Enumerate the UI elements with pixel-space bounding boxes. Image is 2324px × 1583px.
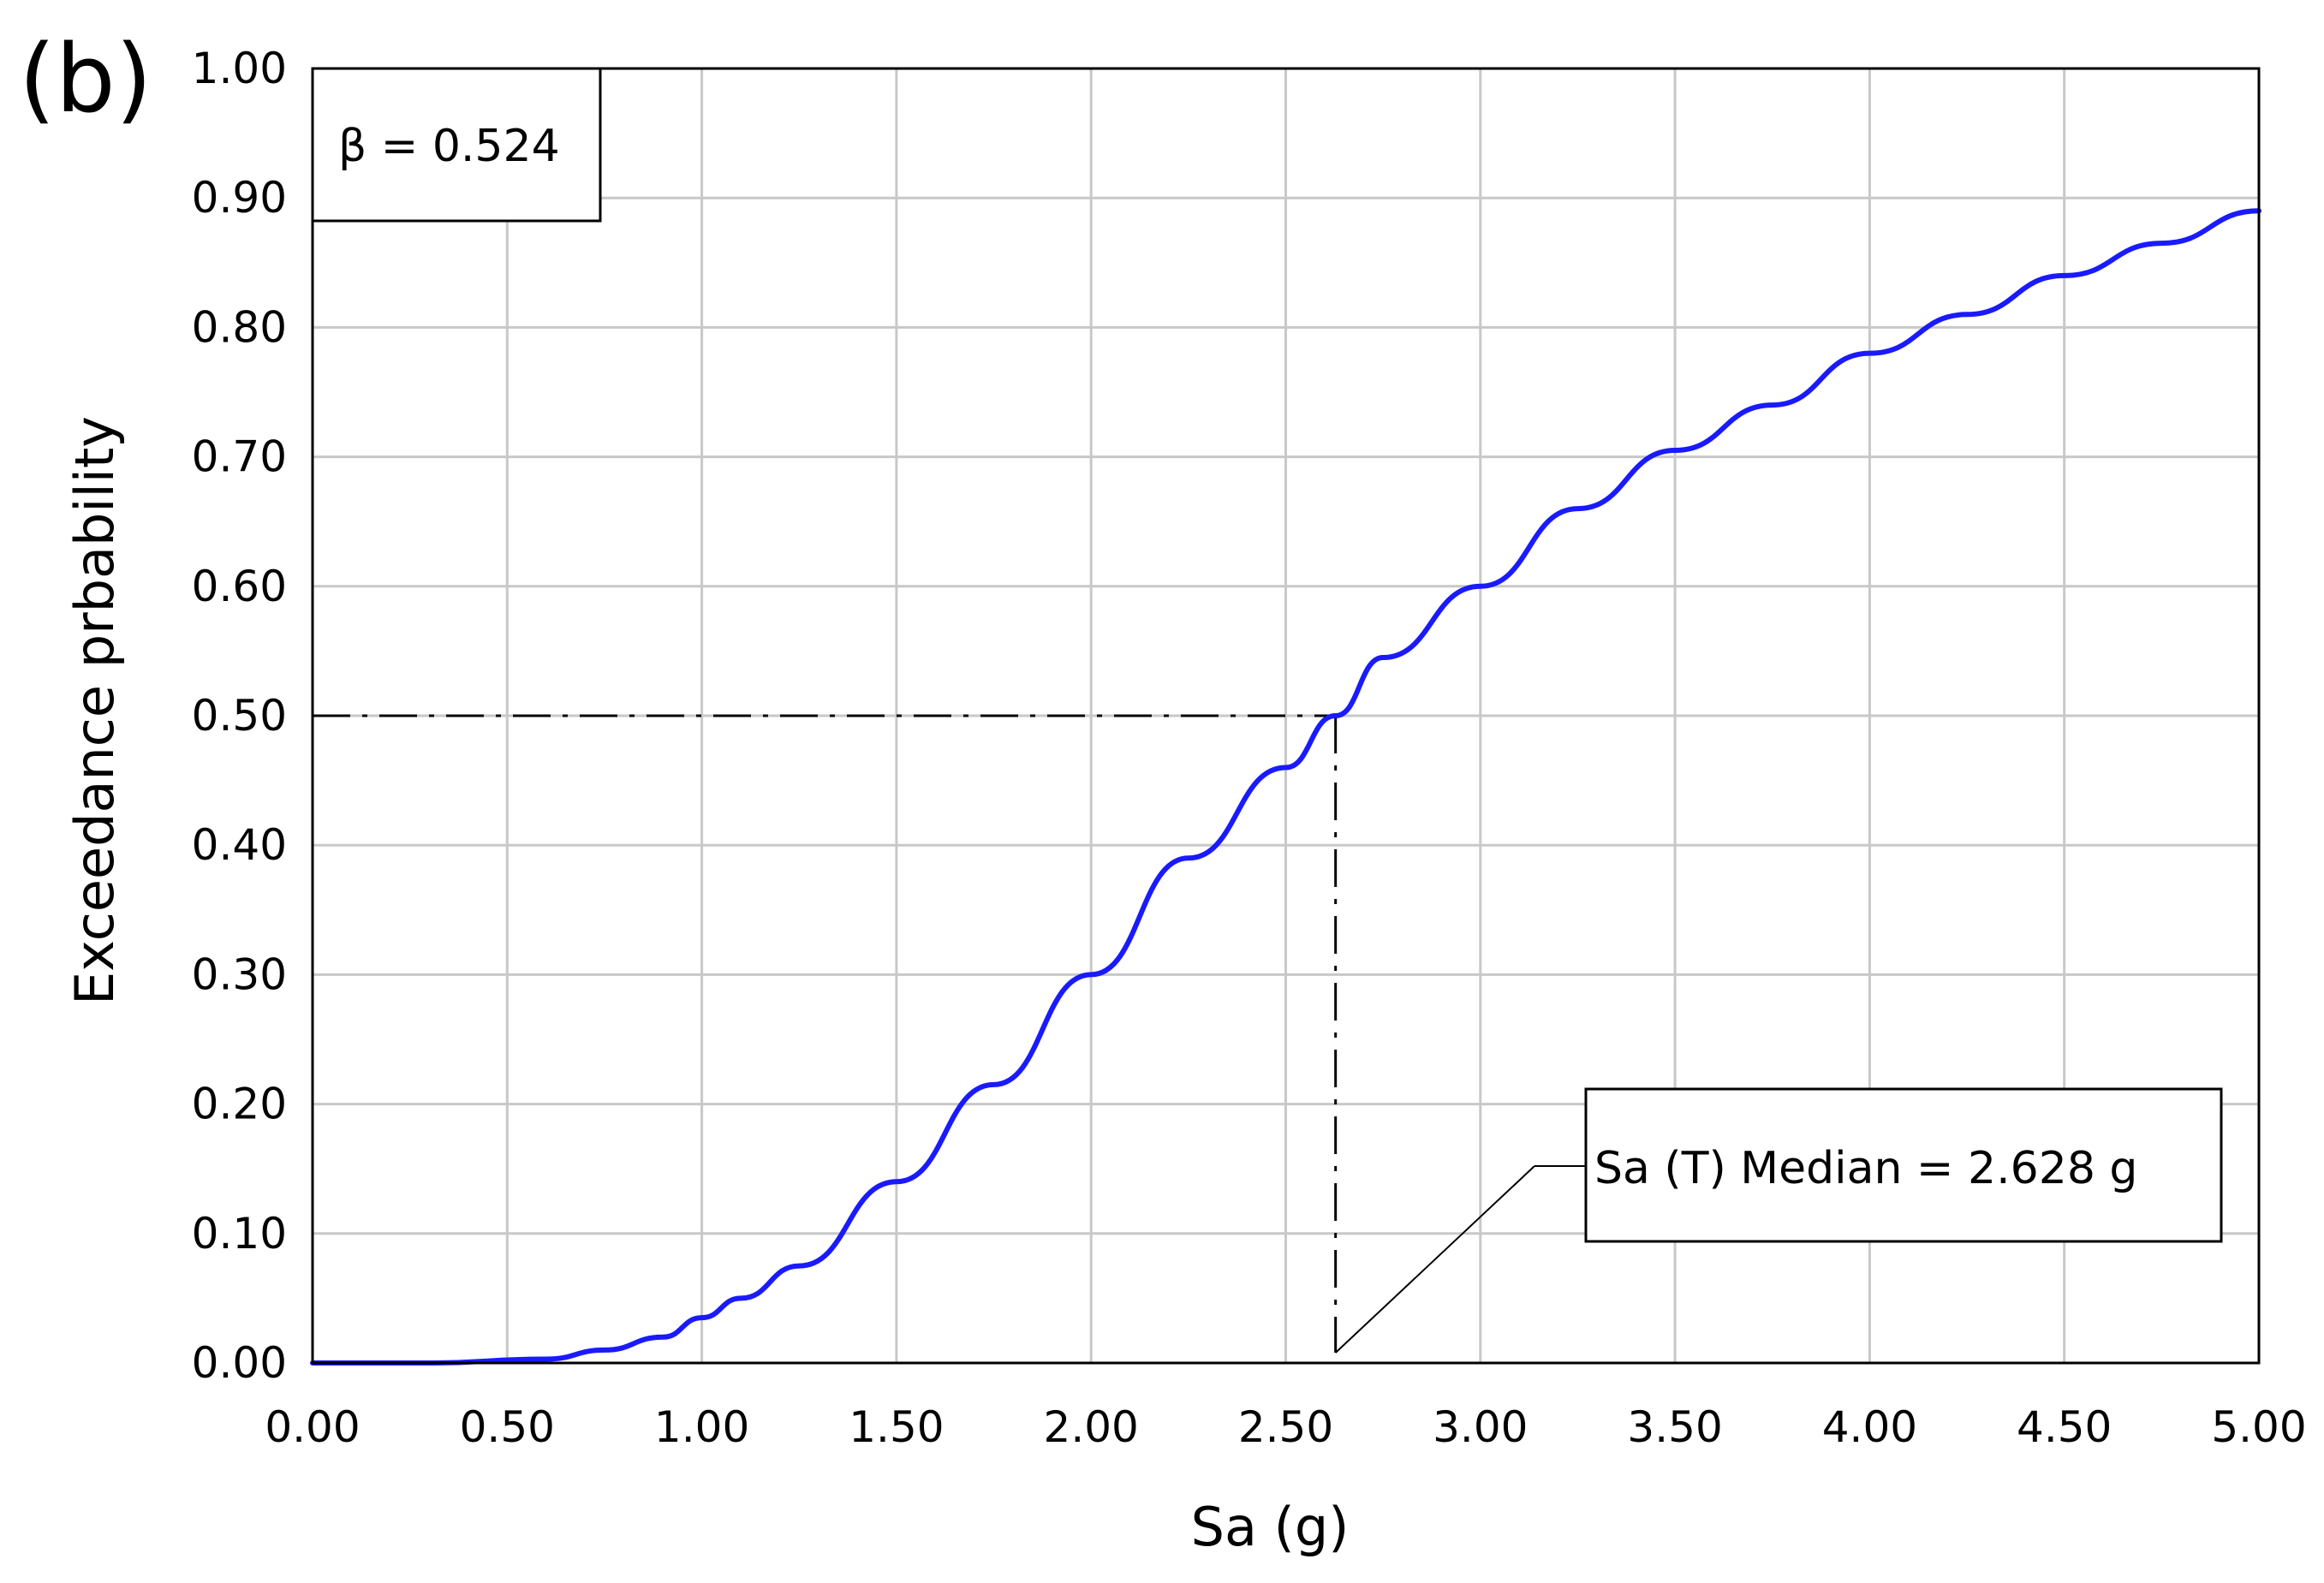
x-tick-label: 0.00 (265, 1402, 360, 1452)
y-tick-label: 0.00 (192, 1338, 287, 1388)
x-tick-label: 3.50 (1627, 1402, 1722, 1452)
median-annotation: Sa (T) Median = 2.628 g (1335, 1087, 2223, 1354)
y-tick-label: 1.00 (192, 44, 287, 93)
y-tick-label: 0.80 (192, 302, 287, 352)
beta-text: β = 0.524 (338, 121, 560, 172)
x-tick-label: 2.50 (1238, 1402, 1333, 1452)
series-group (310, 208, 2261, 1366)
plot-frame (311, 67, 2261, 1365)
series-line (310, 208, 2261, 1366)
x-tick-label: 1.00 (654, 1402, 749, 1452)
y-tick-label: 0.30 (192, 949, 287, 999)
x-tick-label: 4.00 (1822, 1402, 1917, 1452)
x-tick-label: 4.50 (2017, 1402, 2112, 1452)
x-tick-label: 3.00 (1433, 1402, 1528, 1452)
median-reference-lines (313, 714, 1338, 1353)
y-tick-label: 0.90 (192, 173, 287, 223)
median-leader-line (1335, 1165, 1535, 1354)
y-tick-label: 0.10 (192, 1209, 287, 1259)
y-tick-label: 0.50 (192, 691, 287, 741)
beta-annotation: β = 0.524 (311, 67, 602, 223)
x-tick-label: 1.50 (849, 1402, 944, 1452)
median-box-frame (1584, 1087, 2223, 1243)
beta-box-frame (311, 67, 602, 223)
x-tick-labels: 0.00 0.50 1.00 1.50 2.00 2.50 3.00 3.50 4.00 4.50… (265, 1402, 2306, 1452)
panel-label: (b) (19, 24, 152, 134)
y-axis-title: Exceedance prbability (63, 416, 126, 1005)
x-axis-title: Sa (g) (1191, 1496, 1350, 1558)
y-tick-label: 0.60 (192, 562, 287, 611)
x-tick-label: 5.00 (2211, 1402, 2306, 1452)
x-tick-label: 0.50 (460, 1402, 555, 1452)
y-tick-label: 0.70 (192, 432, 287, 482)
y-tick-label: 0.20 (192, 1080, 287, 1129)
x-tick-label: 2.00 (1044, 1402, 1139, 1452)
median-text: Sa (T) Median = 2.628 g (1594, 1143, 2137, 1194)
y-tick-label: 0.40 (192, 820, 287, 870)
y-tick-labels: 0.00 0.10 0.20 0.30 0.40 0.50 0.60 0.70 0.80 0.90… (192, 44, 287, 1388)
